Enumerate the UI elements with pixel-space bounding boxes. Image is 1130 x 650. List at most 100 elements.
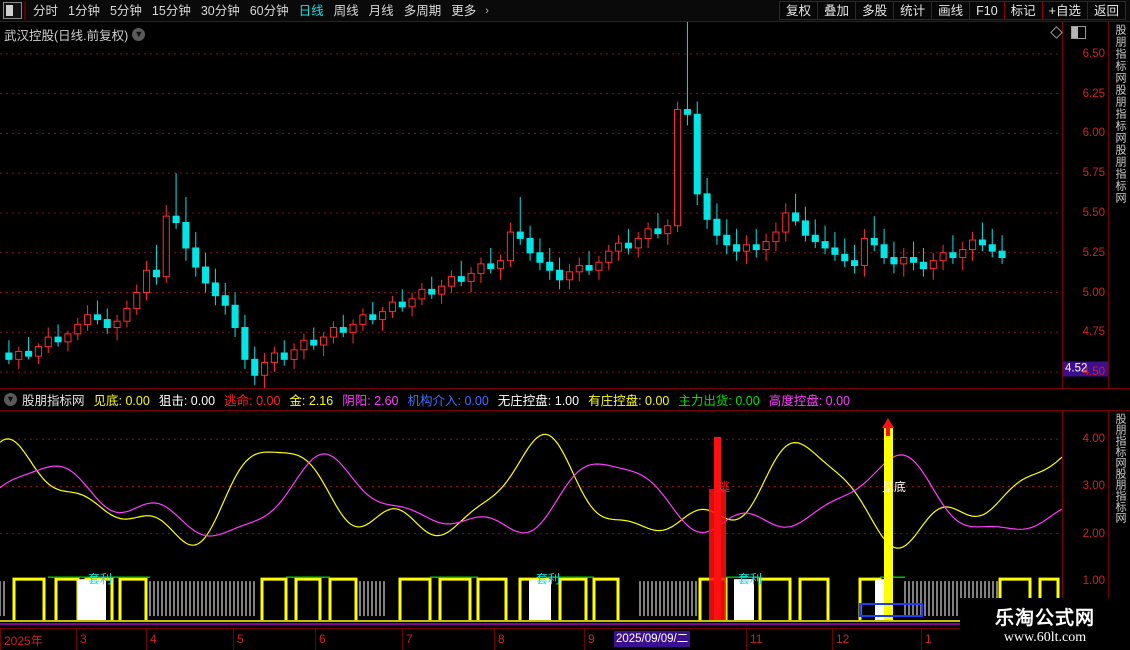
price-axis: 4.52 6.50 6.25 6.00 5.75 5.50 5.25 5.00 4.75 4.5…: [1062, 22, 1109, 388]
period-tab-5[interactable]: 60分钟: [249, 3, 289, 18]
indicator-item-8: 主力出货: 0.00: [678, 394, 759, 408]
toolbar-button-3[interactable]: 统计: [893, 1, 933, 20]
last-price-tag: 4.52: [1063, 361, 1109, 377]
date-axis-label-6: 8: [498, 632, 505, 646]
indicator-item-key: 阴阳:: [342, 394, 375, 408]
indicator-item-2: 逃命: 0.00: [224, 394, 280, 408]
date-axis-tick-4: [315, 629, 316, 650]
period-tab-3[interactable]: 15分钟: [151, 3, 191, 18]
price-panel-corner-icons: [1050, 26, 1086, 39]
date-axis-label-1: 3: [80, 632, 87, 646]
diamond-icon[interactable]: [1050, 26, 1063, 39]
indicator-item-value: 1.00: [554, 394, 580, 408]
period-tab-9[interactable]: 多周期: [403, 3, 442, 18]
period-tab-2[interactable]: 5分钟: [109, 3, 142, 18]
indicator-item-3: 金: 2.16: [289, 394, 333, 408]
toolbar-button-1[interactable]: 叠加: [817, 1, 857, 20]
toolbar-button-8[interactable]: 返回: [1086, 1, 1126, 20]
oscillator-chart[interactable]: [0, 411, 1062, 628]
price-axis-label-3: 5.75: [1082, 167, 1105, 180]
price-chart-panel: 武汉控股(日线.前复权) ▼ 4.52 6.50 6.25 6.00 5.75 5.50…: [0, 22, 1130, 389]
price-axis-label-4: 5.50: [1082, 206, 1105, 219]
period-tab-6[interactable]: 日线: [298, 3, 324, 18]
price-axis-label-5: 5.25: [1082, 246, 1105, 259]
date-axis-label-3: 5: [237, 632, 244, 646]
indicator-axis: 4.00 3.00 2.00 1.00: [1062, 411, 1108, 628]
period-tab-group: 分时 1分钟 5分钟 15分钟 30分钟 60分钟 日线 周线 月线 多周期 更多: [28, 0, 481, 22]
indicator-axis-label-0: 4.00: [1082, 433, 1105, 446]
price-axis-label-7: 4.75: [1082, 326, 1105, 339]
date-axis-tick-10: [921, 629, 922, 650]
price-axis-label-6: 5.00: [1082, 286, 1105, 299]
panel-split-icon[interactable]: [1071, 26, 1086, 39]
chart-annotation-2: 逃: [718, 480, 731, 494]
indicator-item-value: 0.00: [645, 394, 670, 408]
chart-annotation-4: 见底: [882, 480, 907, 494]
date-axis-tick-6: [494, 629, 495, 650]
period-tab-1[interactable]: 1分钟: [68, 3, 100, 18]
toolbar-button-2[interactable]: 多股: [855, 1, 895, 20]
date-axis-tick-9: [832, 629, 833, 650]
chart-annotation-1: 套利: [536, 572, 561, 586]
period-tab-4[interactable]: 30分钟: [200, 3, 240, 18]
stock-title[interactable]: 武汉控股(日线.前复权) ▼: [4, 25, 146, 44]
date-axis-label-2: 4: [150, 632, 157, 646]
top-toolbar: 分时 1分钟 5分钟 15分钟 30分钟 60分钟 日线 周线 月线 多周期 更多 › 复权 叠加 多股…: [0, 0, 1130, 22]
indicator-item-value: 0.00: [735, 394, 760, 408]
chart-annotation-0: 套利: [88, 572, 113, 586]
toolbar-button-7[interactable]: +自选: [1041, 1, 1088, 20]
toolbar-button-0[interactable]: 复权: [779, 1, 819, 20]
more-chevron-icon[interactable]: ›: [485, 4, 489, 17]
date-axis-label-7: 9: [588, 632, 595, 646]
date-axis-tick-8: [746, 629, 747, 650]
indicator-name: 股朋指标网: [22, 394, 85, 408]
date-axis-label-4: 6: [319, 632, 326, 646]
price-axis-label-1: 6.25: [1082, 87, 1105, 100]
period-tab-10[interactable]: 更多: [451, 3, 477, 18]
indicator-item-key: 高度控盘:: [768, 394, 826, 408]
date-axis-tick-3: [233, 629, 234, 650]
date-axis-label-5: 7: [406, 632, 413, 646]
indicator-item-key: 见底:: [93, 394, 126, 408]
chevron-down-icon[interactable]: ▼: [4, 393, 17, 406]
indicator-item-value: 0.00: [256, 394, 281, 408]
indicator-chart-panel: 4.00 3.00 2.00 1.00 套利 套利 逃套利 见底: [0, 411, 1130, 628]
period-tab-0[interactable]: 分时: [33, 3, 59, 18]
indicator-item-value: 0.00: [125, 394, 150, 408]
indicator-item-5: 机构介入: 0.00: [408, 394, 489, 408]
candlestick-chart[interactable]: [0, 22, 1062, 388]
toolbar-button-6[interactable]: 标记: [1003, 1, 1043, 20]
date-axis-tick-1: [76, 629, 77, 650]
date-axis-label-9: 12: [836, 632, 850, 646]
chevron-down-icon[interactable]: ▼: [132, 28, 146, 41]
indicator-axis-label-2: 2.00: [1082, 527, 1105, 540]
indicator-item-key: 狙击:: [158, 394, 191, 408]
chart-annotation-3: 套利: [738, 572, 763, 586]
toolbar-right-buttons: 复权 叠加 多股 统计 画线 F10 标记 +自选 返回: [779, 1, 1126, 21]
indicator-item-key: 无庄控盘:: [497, 394, 555, 408]
toolbar-button-4[interactable]: 画线: [931, 1, 971, 20]
date-axis-tick-2: [146, 629, 147, 650]
toolbar-divider: [24, 1, 26, 20]
date-axis-label-8: 11: [750, 632, 763, 646]
panel-split-icon[interactable]: [3, 2, 22, 19]
indicator-item-key: 机构介入:: [407, 394, 465, 408]
indicator-item-key: 有庄控盘:: [588, 394, 646, 408]
indicator-item-value: 0.00: [825, 394, 850, 408]
period-tab-8[interactable]: 月线: [368, 3, 394, 18]
date-axis-tick-7: [584, 629, 585, 650]
period-tab-7[interactable]: 周线: [333, 3, 359, 18]
indicator-axis-label-1: 3.00: [1082, 480, 1105, 493]
indicator-item-7: 有庄控盘: 0.00: [588, 394, 669, 408]
date-axis-label-10: 1: [925, 632, 932, 646]
price-panel-vertical-watermark: 股朋指标网股朋指标网股朋指标网: [1108, 22, 1130, 389]
date-axis-tick-5: [402, 629, 403, 650]
indicator-item-9: 高度控盘: 0.00: [769, 394, 850, 408]
site-watermark: 乐淘公式网 www.60lt.com: [960, 598, 1130, 650]
indicator-item-0: 见底: 0.00: [94, 394, 150, 408]
toolbar-button-5[interactable]: F10: [969, 1, 1005, 20]
indicator-item-1: 狙击: 0.00: [159, 394, 215, 408]
indicator-item-6: 无庄控盘: 1.00: [498, 394, 579, 408]
price-axis-label-2: 6.00: [1082, 127, 1105, 140]
